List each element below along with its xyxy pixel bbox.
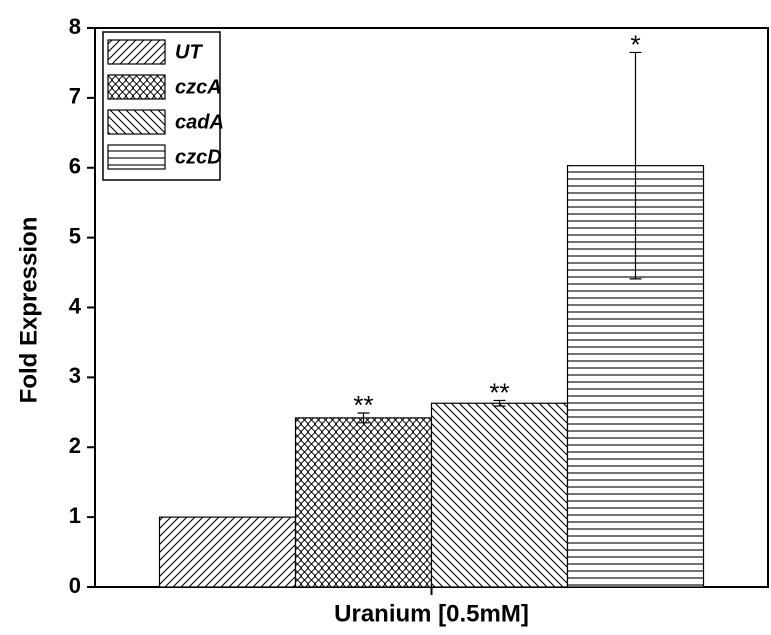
legend-label: czcD — [175, 146, 222, 168]
y-tick-label: 1 — [69, 503, 81, 528]
annotation: * — [630, 29, 640, 59]
bar — [430, 402, 569, 588]
x-tick-label: Uranium [0.5mM] — [334, 600, 529, 627]
y-tick-label: 2 — [69, 433, 81, 458]
legend-swatch — [107, 109, 166, 135]
annotation: ** — [489, 377, 509, 407]
error-bar — [357, 412, 370, 424]
y-tick-label: 8 — [69, 14, 81, 39]
legend-swatch — [107, 74, 166, 100]
legend-label: cadA — [175, 111, 224, 133]
y-tick-label: 4 — [69, 293, 82, 318]
y-tick-label: 7 — [69, 84, 81, 109]
y-tick-label: 0 — [69, 573, 81, 598]
error-bar — [629, 51, 642, 280]
bar — [158, 516, 297, 588]
legend-swatch — [107, 144, 166, 170]
legend-label: czcA — [175, 76, 222, 98]
bar — [294, 417, 433, 588]
y-tick-label: 6 — [69, 154, 81, 179]
y-axis-title: Fold Expression — [15, 217, 42, 404]
annotation: ** — [353, 390, 373, 420]
legend-swatch — [107, 39, 166, 65]
error-bar — [493, 399, 506, 407]
legend-label: UT — [175, 41, 203, 63]
y-tick-label: 3 — [69, 363, 81, 388]
y-tick-label: 5 — [69, 223, 81, 248]
